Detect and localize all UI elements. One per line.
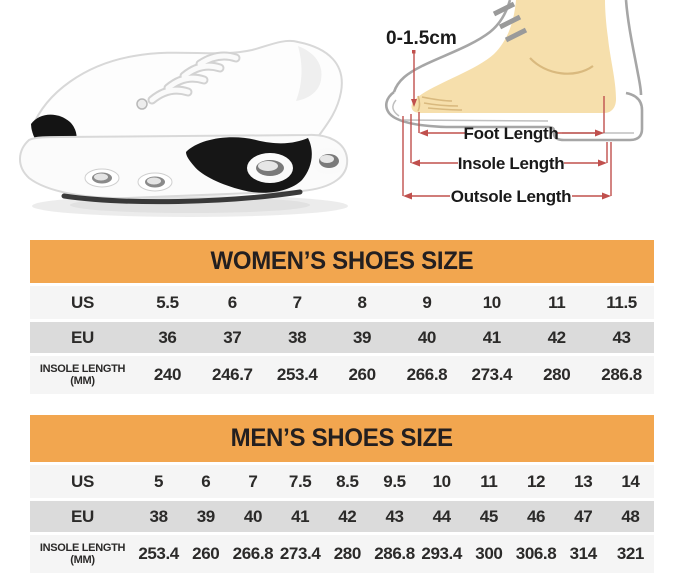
ankle-crease <box>529 57 594 75</box>
size-cell: 253.4 <box>138 544 179 563</box>
size-cell: 39 <box>196 506 216 526</box>
size-cell: 273.4 <box>279 544 321 563</box>
womens-size-table: US 5.5 6 7 8 9 10 11 11.5 EU 36 37 38 39 40 41 42 43 INSOL… <box>30 286 654 394</box>
mens-section-header: MEN’S SHOES SIZE <box>30 415 654 462</box>
toe-creases <box>417 95 463 112</box>
size-cell: 314 <box>569 544 598 563</box>
size-row-insole-length: INSOLE LENGTH (MM) 253.4 260 266.8 273.4 280 28… <box>30 535 654 573</box>
size-cell: 43 <box>385 506 404 526</box>
size-cell: 6 <box>227 292 237 312</box>
size-cell: 12 <box>526 471 546 491</box>
outsole-line <box>61 189 303 205</box>
womens-size-section: WOMEN’S SHOES SIZE US 5.5 6 7 8 9 10 11 11.5 EU 36… <box>30 240 654 394</box>
size-cell: 38 <box>288 327 307 347</box>
size-cell: 36 <box>158 327 177 347</box>
size-cell: 280 <box>543 365 571 384</box>
size-cell: 260 <box>192 544 220 563</box>
size-cell: 41 <box>482 327 502 347</box>
toe-allowance-label: 0-1.5cm <box>386 28 457 49</box>
size-cell: 7 <box>248 471 258 491</box>
size-row-insole-length: INSOLE LENGTH (MM) 240 246.7 253.4 260 266.8 27… <box>30 356 654 394</box>
size-cell: 10 <box>432 471 452 491</box>
size-cell: 8 <box>357 292 367 312</box>
size-cell: 293.4 <box>421 544 462 563</box>
size-cell: 44 <box>432 506 452 526</box>
sneaker-product-photo <box>19 40 349 217</box>
row-label: INSOLE LENGTH (MM) <box>39 541 126 566</box>
size-cell: 40 <box>243 506 263 526</box>
dimension-lines <box>402 50 612 200</box>
insole-length-label: Insole Length <box>458 154 565 173</box>
size-cell: 280 <box>333 544 362 563</box>
size-cell: 42 <box>547 327 567 347</box>
size-cell: 41 <box>291 506 310 526</box>
size-cell: 9.5 <box>383 471 406 491</box>
air-cushion-pods <box>84 148 346 192</box>
lace-eyelet <box>136 98 148 110</box>
row-label: US <box>70 292 95 312</box>
size-cell: 37 <box>223 327 242 347</box>
row-label: INSOLE LENGTH (MM) <box>39 362 126 387</box>
size-cell: 47 <box>574 506 593 526</box>
size-row-us: US 5 6 7 7.5 8.5 9.5 10 11 12 13 14 <box>30 465 654 498</box>
sneaker-collar <box>296 46 322 101</box>
size-cell: 266.8 <box>406 365 448 384</box>
size-cell: 38 <box>149 506 169 526</box>
size-cell: 7 <box>292 292 302 312</box>
size-cell: 10 <box>482 292 502 312</box>
size-cell: 321 <box>616 544 645 563</box>
size-cell: 43 <box>612 327 632 347</box>
mens-section-title: MEN’S SHOES SIZE <box>230 424 454 452</box>
size-cell: 253.4 <box>276 365 318 384</box>
foot-measurement-diagram: 0-1.5cm Foot Length Insole Length Outsol… <box>384 0 644 206</box>
size-row-us: US 5.5 6 7 8 9 10 11 11.5 <box>30 286 654 319</box>
size-cell: 13 <box>574 471 593 491</box>
size-cell: 39 <box>353 327 372 347</box>
size-cell: 240 <box>153 365 182 384</box>
size-cell: 8.5 <box>336 471 359 491</box>
foot-length-label: Foot Length <box>464 124 559 143</box>
size-cell: 246.7 <box>212 365 253 384</box>
size-cell: 11 <box>548 292 566 312</box>
shoe-outline <box>384 0 644 142</box>
size-row-eu: EU 38 39 40 41 42 43 44 45 46 47 48 <box>30 501 654 532</box>
size-cell: 9 <box>422 292 432 312</box>
size-cell: 273.4 <box>471 365 513 384</box>
size-cell: 48 <box>621 506 640 526</box>
size-cell: 40 <box>417 327 437 347</box>
mens-size-section: MEN’S SHOES SIZE US 5 6 7 7.5 8.5 9.5 10 11 12 13 1… <box>30 415 654 573</box>
mens-size-table: US 5 6 7 7.5 8.5 9.5 10 11 12 13 14 EU 38 39 40 41 42 43 44… <box>30 465 654 573</box>
size-cell: 286.8 <box>601 365 642 384</box>
size-cell: 5 <box>154 471 164 491</box>
size-cell: 266.8 <box>232 544 274 563</box>
size-cell: 5.5 <box>156 292 179 312</box>
womens-section-title: WOMEN’S SHOES SIZE <box>210 247 474 275</box>
size-cell: 6 <box>201 471 211 491</box>
size-cell: 46 <box>526 506 546 526</box>
outsole-length-label: Outsole Length <box>451 187 571 206</box>
row-label: EU <box>70 327 95 347</box>
size-cell: 306.8 <box>515 544 557 563</box>
size-cell: 260 <box>348 365 376 384</box>
row-label: US <box>70 471 95 491</box>
row-label: EU <box>70 506 95 526</box>
size-cell: 300 <box>475 544 503 563</box>
size-cell: 45 <box>479 506 499 526</box>
lace-straps <box>492 1 528 43</box>
size-row-eu: EU 36 37 38 39 40 41 42 43 <box>30 322 654 353</box>
foot-shape <box>411 0 616 113</box>
size-cell: 11.5 <box>606 292 637 312</box>
size-cell: 286.8 <box>374 544 415 563</box>
size-cell: 7.5 <box>288 471 312 491</box>
womens-section-header: WOMEN’S SHOES SIZE <box>30 240 654 283</box>
size-cell: 42 <box>338 506 357 526</box>
size-cell: 14 <box>621 471 640 491</box>
size-cell: 11 <box>480 471 498 491</box>
